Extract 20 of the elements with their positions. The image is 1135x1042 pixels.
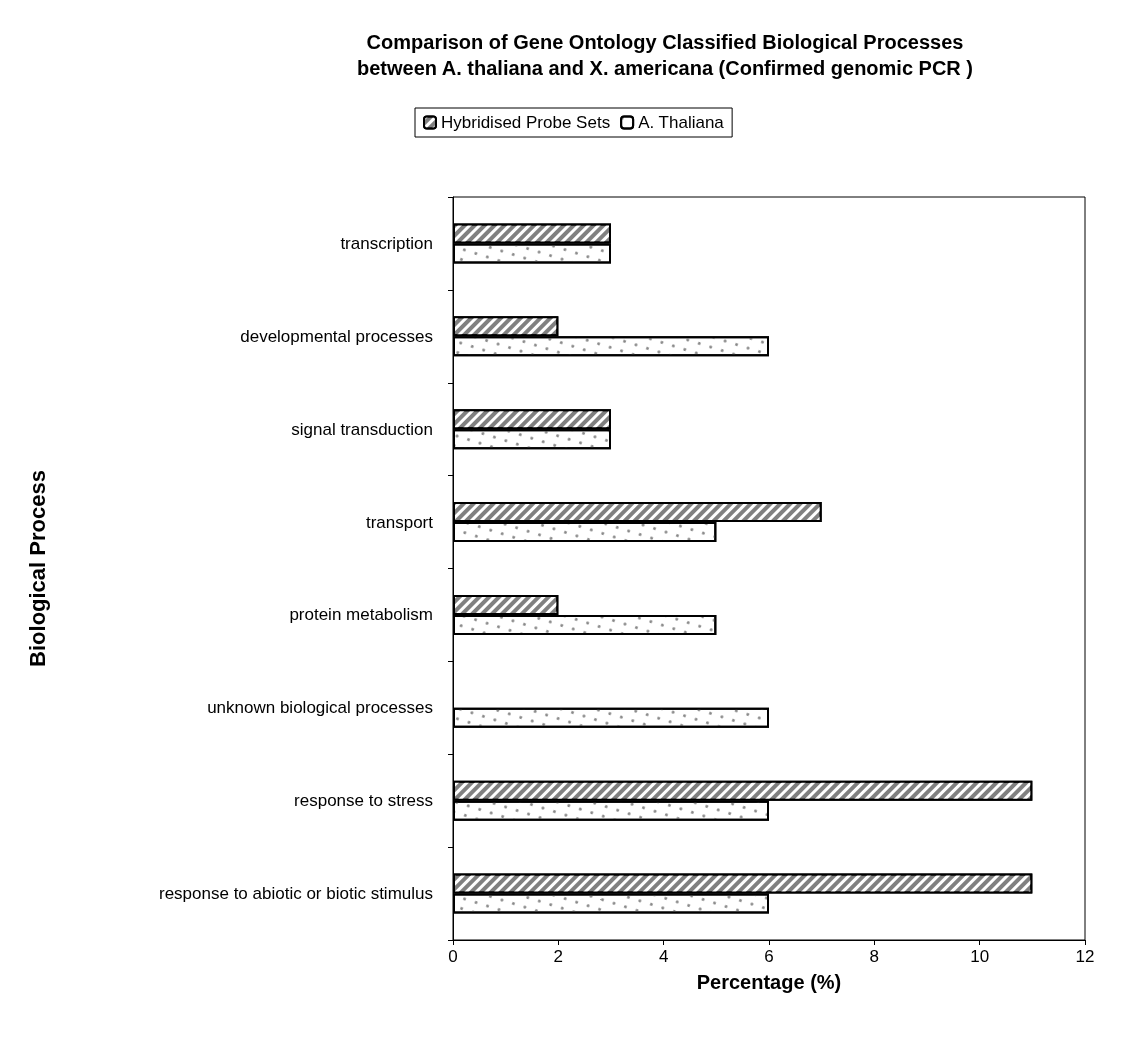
x-tick-label: 6 — [764, 947, 774, 966]
y-tick-label: transcription — [340, 233, 433, 253]
x-tick-label: 4 — [658, 947, 669, 966]
x-axis-title: Percentage (%) — [696, 971, 842, 993]
chart-title: Comparison of Gene Ontology Classified Biological Processes between A. thaliana and X. americana (Confirmed genomic PCR ) — [356, 31, 974, 79]
y-axis-title: Biological Process — [24, 470, 50, 667]
y-tick-label: unknown biological processes — [207, 698, 433, 718]
y-tick-label: response to stress — [294, 791, 433, 811]
x-tick-label: 2 — [553, 947, 564, 966]
y-tick-label: developmental processes — [240, 326, 433, 346]
legend-label: A. Thaliana — [638, 113, 725, 132]
x-tick-label: 0 — [448, 947, 458, 966]
legend-label: Hybridised Probe Sets — [441, 113, 611, 132]
y-tick-label: protein metabolism — [289, 605, 433, 625]
y-tick-label: transport — [365, 512, 434, 532]
y-tick-label: signal transduction — [291, 419, 433, 439]
x-tick-label: 8 — [869, 947, 880, 966]
y-tick-label: response to abiotic or biotic stimulus — [158, 884, 433, 904]
x-tick-label: 12 — [1075, 947, 1095, 966]
x-tick-label: 10 — [970, 947, 990, 966]
